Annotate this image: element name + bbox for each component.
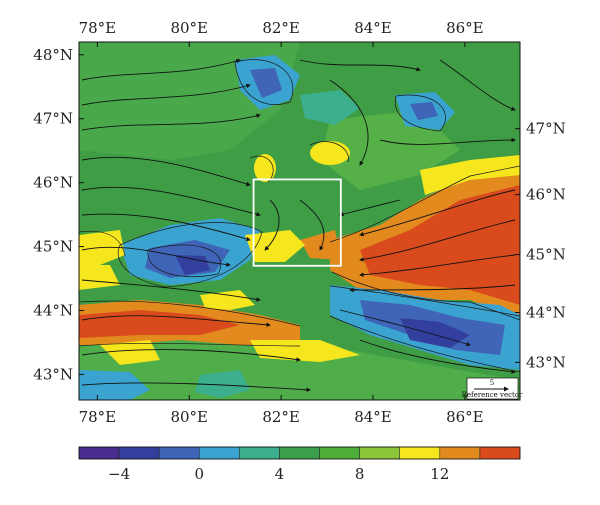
colorbar-swatch xyxy=(78,446,120,460)
contours xyxy=(79,59,520,373)
colorbar-swatch xyxy=(118,446,160,460)
lat-label-right: 44°N xyxy=(526,304,566,322)
streamlines xyxy=(81,58,516,393)
reference-vector-label: Reference vector xyxy=(462,391,523,399)
lon-label-bottom: 86°E xyxy=(446,408,484,426)
colorbar-swatch xyxy=(199,446,240,460)
wind-speed-field xyxy=(79,42,520,400)
colorbar-frame xyxy=(78,446,521,460)
colorbar-label: 12 xyxy=(430,465,449,483)
lat-label-right: 45°N xyxy=(526,246,566,264)
lat-label-right: 46°N xyxy=(526,186,566,204)
lat-label-left: 44°N xyxy=(33,302,73,320)
colorbar-swatch xyxy=(239,446,280,460)
lat-label-right: 47°N xyxy=(526,120,566,138)
colorbar-swatch xyxy=(359,446,400,460)
axis-ticks: 78°E 78°E 80°E 80°E 82°E 82°E 84°E 84°E 86°E 86°E… xyxy=(33,19,565,426)
lat-label-right: 43°N xyxy=(526,353,566,371)
reference-vector-value: 5 xyxy=(490,379,494,387)
colorbar-swatch xyxy=(158,446,200,460)
lon-label-top: 86°E xyxy=(446,19,484,37)
lon-label-bottom: 78°E xyxy=(79,408,117,426)
reference-vector-legend: 5 Reference vector xyxy=(462,377,523,400)
colorbar-label: −4 xyxy=(108,465,130,483)
colorbar-swatch xyxy=(439,446,481,460)
lon-label-top: 82°E xyxy=(262,19,300,37)
colorbar-label: 0 xyxy=(194,465,204,483)
highlight-box xyxy=(252,178,342,267)
lon-label-bottom: 80°E xyxy=(170,408,208,426)
lon-label-bottom: 84°E xyxy=(354,408,392,426)
colorbar: −4 0 4 8 12 xyxy=(78,446,521,483)
lon-label-top: 78°E xyxy=(79,19,117,37)
lat-label-left: 45°N xyxy=(33,238,73,256)
colorbar-swatch xyxy=(479,446,521,460)
colorbar-swatch xyxy=(319,446,360,460)
lat-label-left: 46°N xyxy=(33,174,73,192)
lon-label-top: 84°E xyxy=(354,19,392,37)
colorbar-label: 8 xyxy=(355,465,365,483)
map-frame xyxy=(78,41,521,401)
colorbar-swatch xyxy=(399,446,441,460)
colorbar-swatch xyxy=(279,446,320,460)
lon-label-top: 80°E xyxy=(170,19,208,37)
lat-label-left: 43°N xyxy=(33,365,73,383)
lat-label-left: 47°N xyxy=(33,110,73,128)
lon-label-bottom: 82°E xyxy=(262,408,300,426)
colorbar-label: 4 xyxy=(275,465,285,483)
lat-label-left: 48°N xyxy=(33,46,73,64)
